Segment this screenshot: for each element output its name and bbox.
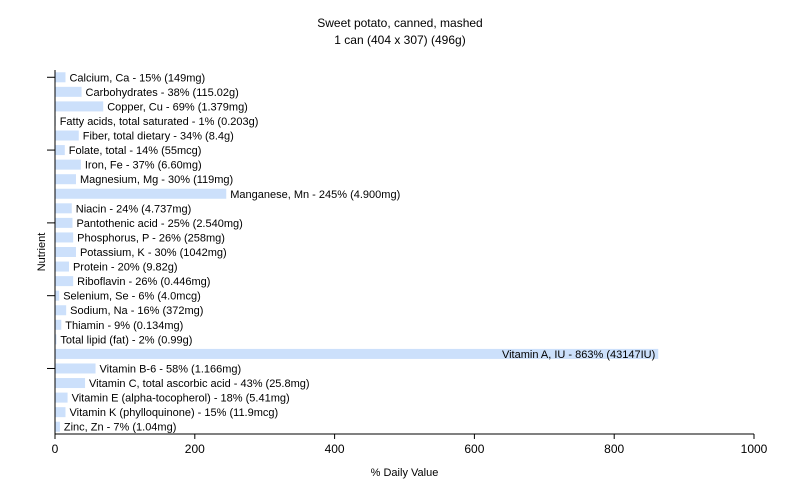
bar-label: Magnesium, Mg - 30% (119mg) bbox=[80, 174, 233, 186]
bar bbox=[55, 290, 60, 301]
bar-label: Vitamin C, total ascorbic acid - 43% (25… bbox=[89, 378, 310, 390]
bar-label: Folate, total - 14% (55mcg) bbox=[69, 145, 202, 157]
bar-label: Vitamin A, IU - 863% (43147IU) bbox=[502, 349, 655, 361]
x-tick-label: 1000 bbox=[741, 442, 768, 456]
bar-label: Riboflavin - 26% (0.446mg) bbox=[77, 276, 210, 288]
x-tick-label: 400 bbox=[325, 442, 345, 456]
bar-label: Manganese, Mn - 245% (4.900mg) bbox=[230, 189, 400, 201]
bar-label: Fatty acids, total saturated - 1% (0.203… bbox=[60, 116, 259, 128]
bar-label: Pantothenic acid - 25% (2.540mg) bbox=[76, 218, 242, 230]
y-axis-label: Nutrient bbox=[36, 233, 48, 272]
bar-label: Protein - 20% (9.82g) bbox=[73, 262, 178, 274]
bar bbox=[55, 159, 81, 170]
axes-layer bbox=[54, 70, 754, 435]
x-tick-label: 800 bbox=[604, 442, 624, 456]
bar bbox=[55, 421, 60, 432]
x-tick-label: 600 bbox=[464, 442, 484, 456]
bar-label: Vitamin E (alpha-tocopherol) - 18% (5.41… bbox=[72, 393, 290, 405]
x-ticks-layer: 0 200 400 600 800 1000 bbox=[52, 434, 768, 456]
bar-label: Thiamin - 9% (0.134mg) bbox=[65, 320, 183, 332]
bar-label: Iron, Fe - 37% (6.60mg) bbox=[85, 160, 202, 172]
bar bbox=[55, 101, 104, 112]
bar bbox=[55, 334, 57, 345]
bar-label: Selenium, Se - 6% (4.0mcg) bbox=[63, 291, 201, 303]
bar-label: Vitamin B-6 - 58% (1.166mg) bbox=[100, 363, 242, 375]
bar bbox=[55, 203, 72, 214]
bar bbox=[55, 392, 68, 403]
bar-label: Potassium, K - 30% (1042mg) bbox=[80, 247, 227, 259]
bar bbox=[55, 305, 67, 316]
bar bbox=[55, 188, 227, 199]
bar bbox=[55, 130, 79, 141]
bar-label: Calcium, Ca - 15% (149mg) bbox=[69, 72, 205, 84]
bar bbox=[55, 348, 659, 359]
bar bbox=[55, 247, 76, 257]
bar bbox=[55, 232, 74, 243]
bar-label: Niacin - 24% (4.737mg) bbox=[76, 203, 192, 215]
x-tick-label: 0 bbox=[52, 442, 59, 456]
bars-layer bbox=[55, 72, 659, 432]
x-tick-label: 200 bbox=[185, 442, 205, 456]
chart-subtitle: 1 can (404 x 307) (496g) bbox=[334, 33, 466, 47]
bar bbox=[55, 261, 69, 272]
bar bbox=[55, 363, 96, 374]
bar-label: Carbohydrates - 38% (115.02g) bbox=[86, 87, 239, 99]
bar bbox=[55, 174, 76, 185]
bar-label: Zinc, Zn - 7% (1.04mg) bbox=[64, 422, 176, 434]
bar bbox=[55, 86, 82, 97]
bar bbox=[55, 145, 65, 156]
bar-label: Fiber, total dietary - 34% (8.4g) bbox=[83, 131, 234, 143]
bar bbox=[55, 319, 62, 330]
bar-label: Sodium, Na - 16% (372mg) bbox=[70, 305, 203, 317]
bar bbox=[55, 378, 86, 389]
bar bbox=[55, 217, 73, 228]
bar bbox=[55, 276, 74, 287]
bar-label: Total lipid (fat) - 2% (0.99g) bbox=[60, 334, 192, 346]
x-axis-label: % Daily Value bbox=[371, 467, 439, 479]
bar bbox=[55, 407, 66, 418]
bar-label: Phosphorus, P - 26% (258mg) bbox=[77, 232, 225, 244]
chart-title: Sweet potato, canned, mashed bbox=[317, 16, 483, 30]
bar-label: Vitamin K (phylloquinone) - 15% (11.9mcg… bbox=[69, 407, 278, 419]
bar-label: Copper, Cu - 69% (1.379mg) bbox=[107, 101, 248, 113]
y-ticks-layer bbox=[47, 76, 55, 369]
data-labels-layer: Calcium, Ca - 15% (149mg) Carbohydrates -… bbox=[60, 72, 656, 433]
bar bbox=[55, 72, 66, 83]
